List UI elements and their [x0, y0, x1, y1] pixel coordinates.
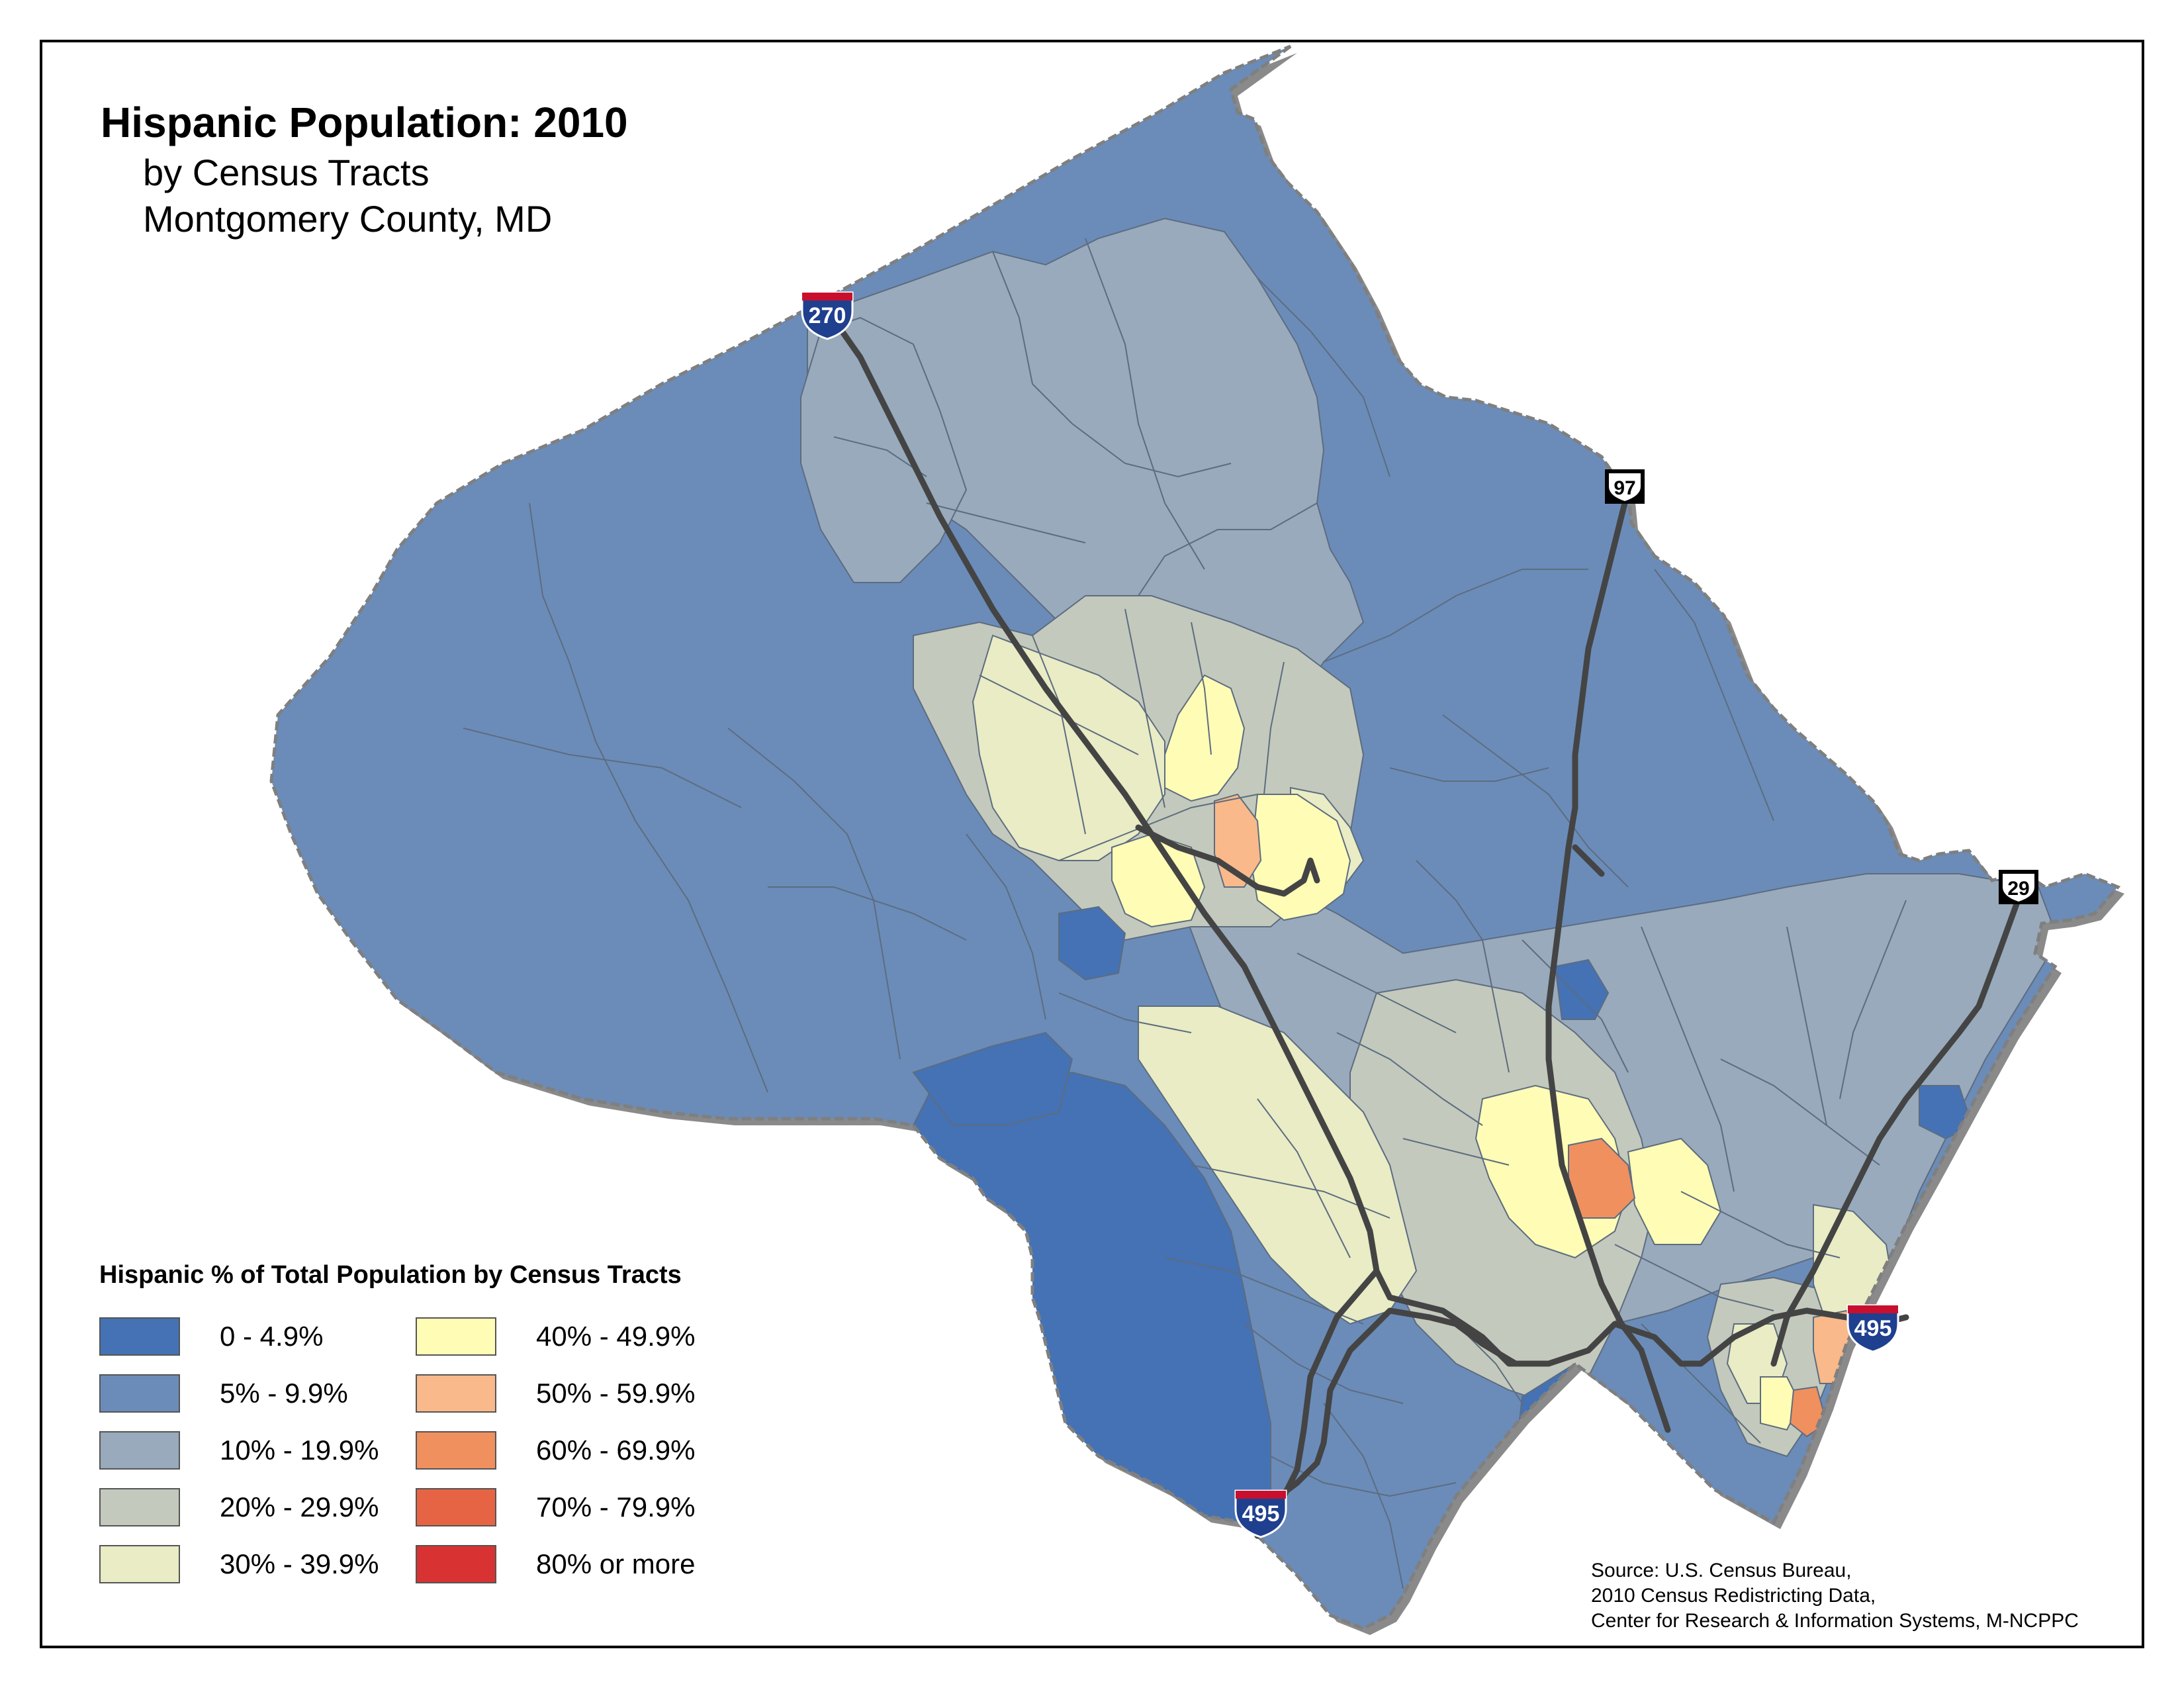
tract-region [1627, 1137, 1722, 1245]
us29-shield: 29 [1999, 870, 2038, 904]
legend-swatch [416, 1545, 496, 1583]
legend-swatch [416, 1317, 496, 1356]
tract-region [800, 316, 968, 583]
legend-label: 40% - 49.9% [536, 1321, 696, 1352]
legend-swatch [99, 1488, 180, 1526]
legend-swatch [99, 1545, 180, 1583]
legend-label: 60% - 69.9% [536, 1434, 696, 1466]
legend-item: 50% - 59.9% [416, 1374, 695, 1413]
legend-swatch [99, 1317, 180, 1356]
legend-label: 5% - 9.9% [220, 1378, 348, 1409]
i270-label: 270 [809, 303, 846, 328]
legend-label: 70% - 79.9% [536, 1491, 696, 1523]
legend-swatch [416, 1431, 496, 1470]
i270-shield: 270 [801, 291, 854, 340]
icc-road [1572, 844, 1605, 877]
i495-south-shield: 495 [1234, 1489, 1287, 1538]
legend-item: 10% - 19.9% [99, 1431, 379, 1470]
legend-swatch [416, 1488, 496, 1526]
tract-region [1164, 674, 1246, 802]
us97-road [1545, 487, 1671, 1433]
source-note: Source: U.S. Census Bureau, 2010 Census … [1591, 1558, 2079, 1634]
tract-region [807, 217, 1365, 729]
legend-item: 20% - 29.9% [99, 1488, 379, 1526]
legend-swatch [416, 1374, 496, 1413]
legend-swatch [99, 1431, 180, 1470]
legend-item: 40% - 49.9% [416, 1317, 695, 1356]
highways [839, 328, 2028, 1539]
map-subtitle-line1: by Census Tracts [143, 152, 430, 193]
us97-shield: 97 [1605, 469, 1645, 504]
legend-item: 80% or more [416, 1545, 695, 1583]
tract-region [1058, 906, 1126, 981]
legend-label: 50% - 59.9% [536, 1378, 696, 1409]
legend-item: 30% - 39.9% [99, 1545, 379, 1583]
us97-label: 97 [1614, 477, 1635, 499]
tract-boundaries [463, 238, 1907, 1589]
map-title: Hispanic Population: 2010 [101, 99, 628, 146]
i370 [1135, 824, 1320, 897]
legend-item: 5% - 9.9% [99, 1374, 348, 1413]
legend-label: 80% or more [536, 1548, 696, 1579]
source-line: Center for Research & Information System… [1591, 1610, 2079, 1632]
i495-south-label: 495 [1242, 1501, 1280, 1526]
i495-east-label: 495 [1854, 1316, 1892, 1341]
county-border [269, 44, 2121, 1630]
legend-swatch [99, 1374, 180, 1413]
legend-item: 60% - 69.9% [416, 1431, 695, 1470]
legend-label: 30% - 39.9% [220, 1548, 379, 1579]
us29-label: 29 [2007, 878, 2029, 900]
legend-item: 0 - 4.9% [99, 1317, 323, 1356]
legend-title: Hispanic % of Total Population by Census… [99, 1261, 682, 1289]
legend-label: 0 - 4.9% [220, 1321, 324, 1352]
tract-region [912, 1031, 1073, 1126]
us29-road [1770, 877, 2028, 1367]
legend-label: 10% - 19.9% [220, 1434, 379, 1466]
map-frame [40, 40, 2144, 1648]
i495-east-shield: 495 [1846, 1304, 1899, 1353]
i495-beltway [1254, 1307, 1909, 1539]
legend-item: 70% - 79.9% [416, 1488, 695, 1526]
source-line: 2010 Census Redistricting Data, [1591, 1585, 1876, 1607]
map-subtitle-line2: Montgomery County, MD [143, 198, 553, 240]
source-line: Source: U.S. Census Bureau, [1591, 1560, 1852, 1581]
i270-road [839, 328, 1552, 1367]
tract-region [1554, 959, 1610, 1020]
tract-region [1138, 1006, 1418, 1325]
legend-label: 20% - 29.9% [220, 1491, 379, 1523]
